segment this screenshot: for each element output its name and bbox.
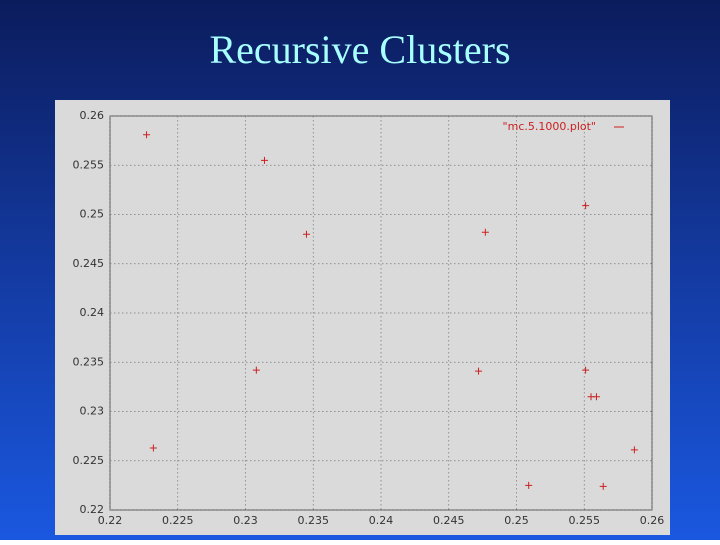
point xyxy=(481,228,489,236)
y-tick-label: 0.26 xyxy=(80,109,105,122)
y-tick-label: 0.235 xyxy=(73,355,105,368)
y-tick-label: 0.225 xyxy=(73,454,105,467)
x-tick-label: 0.235 xyxy=(298,514,330,527)
point xyxy=(302,230,310,238)
x-tick-label: 0.245 xyxy=(433,514,465,527)
point xyxy=(252,366,260,374)
point xyxy=(143,131,151,139)
point xyxy=(592,393,600,401)
y-tick-label: 0.255 xyxy=(73,158,105,171)
point xyxy=(630,446,638,454)
point xyxy=(149,444,157,452)
slide-title: Recursive Clusters xyxy=(209,27,510,72)
y-tick-label: 0.25 xyxy=(80,208,105,221)
point xyxy=(599,482,607,490)
x-tick-label: 0.225 xyxy=(162,514,194,527)
point xyxy=(582,202,590,210)
plot-background xyxy=(55,100,670,535)
point xyxy=(475,367,483,375)
x-tick-label: 0.22 xyxy=(98,514,123,527)
point xyxy=(582,366,590,374)
y-tick-label: 0.245 xyxy=(73,257,105,270)
y-tick-label: 0.24 xyxy=(80,306,105,319)
point xyxy=(525,481,533,489)
x-tick-label: 0.25 xyxy=(504,514,529,527)
point xyxy=(260,156,268,164)
x-tick-label: 0.24 xyxy=(369,514,394,527)
legend-label: "mc.5.1000.plot" xyxy=(503,120,596,133)
x-tick-label: 0.255 xyxy=(569,514,601,527)
y-tick-label: 0.23 xyxy=(80,405,105,418)
x-tick-label: 0.23 xyxy=(233,514,258,527)
x-tick-label: 0.26 xyxy=(640,514,665,527)
y-tick-label: 0.22 xyxy=(80,503,105,516)
